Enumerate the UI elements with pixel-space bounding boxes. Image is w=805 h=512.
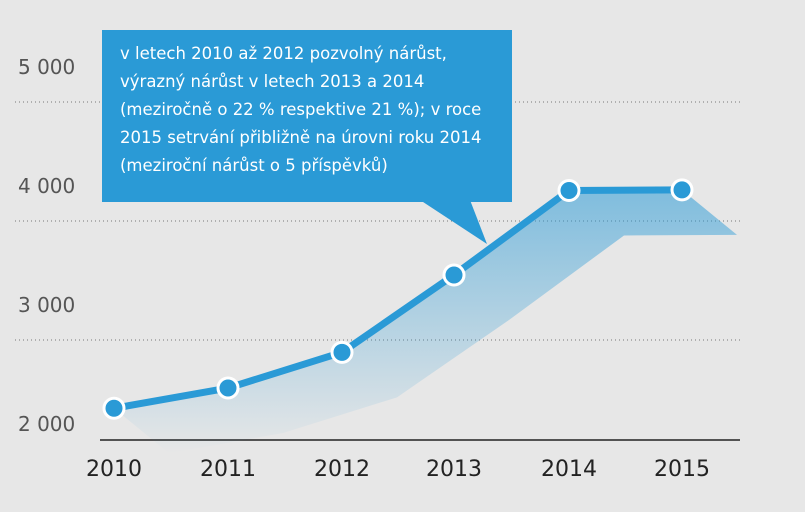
x-tick-label: 2012	[314, 457, 370, 482]
x-axis-ticks: 2010 2011 2012 2013 2014 2015	[86, 457, 710, 482]
data-point-2014	[557, 178, 581, 202]
x-tick-label: 2015	[654, 457, 710, 482]
data-point-2011	[216, 376, 240, 400]
data-point-2010	[102, 396, 126, 420]
data-points	[102, 178, 694, 420]
line-shadow	[114, 189, 737, 454]
y-axis-ticks: 2 000 3 000 4 000 5 000	[18, 55, 75, 436]
y-tick-label: 2 000	[18, 412, 75, 436]
x-tick-label: 2011	[200, 457, 256, 482]
x-tick-label: 2014	[541, 457, 597, 482]
data-point-2013	[442, 263, 466, 287]
annotation-text: v letech 2010 až 2012 pozvolný nárůst, v…	[120, 44, 482, 175]
y-tick-label: 5 000	[18, 55, 75, 79]
x-tick-label: 2013	[426, 457, 482, 482]
x-tick-label: 2010	[86, 457, 142, 482]
annotation-callout: v letech 2010 až 2012 pozvolný nárůst, v…	[102, 30, 512, 202]
y-tick-label: 3 000	[18, 293, 75, 317]
data-point-2012	[330, 340, 354, 364]
data-point-2015	[670, 178, 694, 202]
callout-pointer	[420, 200, 487, 244]
y-tick-label: 4 000	[18, 174, 75, 198]
series-line	[110, 186, 686, 412]
